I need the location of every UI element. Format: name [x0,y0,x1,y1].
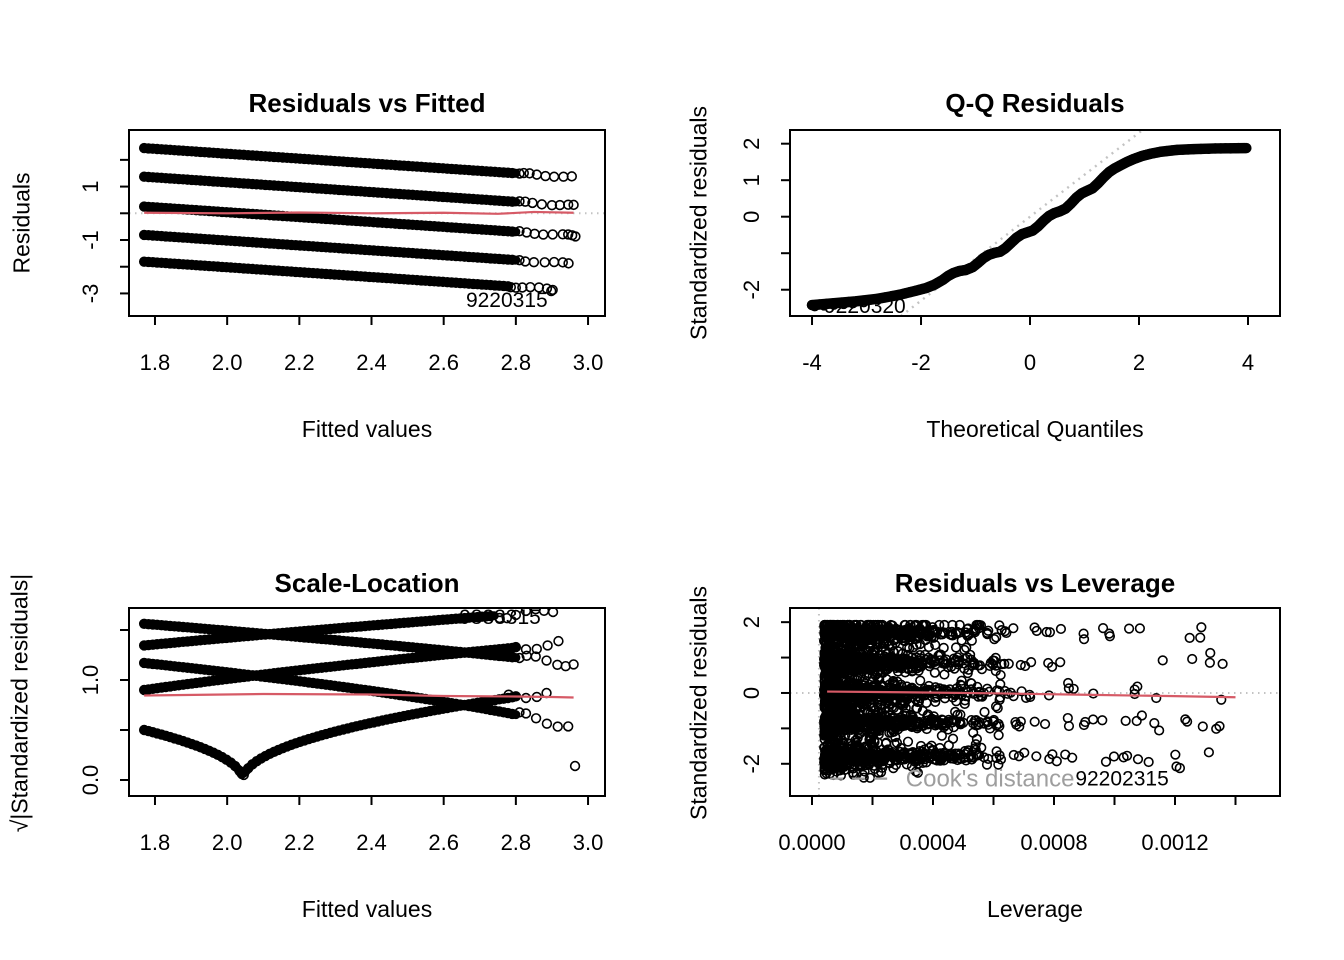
x-tick-label: 2.4 [356,830,387,855]
y-tick-label: 0.0 [78,765,103,796]
x-axis-label-fitted-values-bottom: Fitted values [301,896,433,922]
x-tick-label: 2.0 [212,830,243,855]
point-label: 92202315 [1075,768,1168,791]
x-tick-label: 1.8 [140,350,171,375]
y-axis-label-residuals: Residuals [8,172,35,274]
y-tick-label: 1 [739,174,764,186]
cooks-distance-legend: Cook's distance [906,766,1075,793]
x-tick-label: 2.0 [212,350,243,375]
panel-scale-location: 9883315 [138,606,581,781]
y-tick-label: -1 [78,230,103,250]
y-tick-label: 1.0 [78,665,103,696]
x-tick-label: 2.6 [428,350,459,375]
x-tick-label: 4 [1242,350,1254,375]
y-axis-label-standardized-residuals-top: Standardized residuals [685,106,712,340]
x-axis-label-leverage: Leverage [987,896,1083,922]
y-tick-label: 2 [739,138,764,150]
y-tick-label: 0 [739,687,764,699]
x-tick-label: 0.0012 [1141,830,1208,855]
panel-border [789,607,1281,797]
x-tick-label: 3.0 [573,350,604,375]
x-tick-label: 2.8 [501,830,532,855]
panel-residuals-vs-fitted: 9220315 [129,142,605,312]
panel-title-residuals-vs-fitted: Residuals vs Fitted [248,88,486,118]
panel-border [789,129,1281,317]
x-tick-label: 0 [1024,350,1036,375]
x-tick-label: 1.8 [140,830,171,855]
point-label: 9220315 [466,289,548,312]
y-tick-label: -2 [739,754,764,774]
x-tick-label: 2.4 [356,350,387,375]
y-tick-label: -3 [78,284,103,304]
panel-title-qq-residuals: Q-Q Residuals [945,88,1125,118]
y-tick-label: 2 [739,616,764,628]
x-axis-label-theoretical-quantiles: Theoretical Quantiles [926,416,1144,442]
x-axis-label-fitted-values-top: Fitted values [301,416,433,442]
y-tick-label: 1 [78,180,103,192]
x-tick-label: 0.0004 [899,830,966,855]
x-tick-label: 3.0 [573,830,604,855]
panel-border [128,607,606,797]
panel-border [128,129,606,317]
x-tick-label: 2 [1133,350,1145,375]
x-tick-label: -2 [911,350,931,375]
y-axis-label-sqrt-standardized-residuals: √|Standardized residuals| [6,573,33,833]
point-label: 9220320 [824,295,906,318]
panel-qq-residuals: 9220320 [806,130,1252,318]
y-tick-label: -2 [739,280,764,300]
y-tick-label: 0 [739,211,764,223]
panel-residuals-vs-leverage: Cook's distance 92202315 [790,608,1280,796]
x-tick-label: 2.2 [284,350,315,375]
y-axis-label-standardized-residuals-bottom: Standardized residuals [685,586,712,820]
panel-title-residuals-vs-leverage: Residuals vs Leverage [894,568,1176,598]
x-tick-label: 0.0008 [1020,830,1087,855]
point-label: 9883315 [459,606,541,629]
x-tick-label: 2.6 [428,830,459,855]
x-tick-label: -4 [802,350,822,375]
x-tick-label: 2.2 [284,830,315,855]
x-tick-label: 2.8 [501,350,532,375]
x-tick-label: 0.0000 [778,830,845,855]
panel-title-scale-location: Scale-Location [274,568,460,598]
